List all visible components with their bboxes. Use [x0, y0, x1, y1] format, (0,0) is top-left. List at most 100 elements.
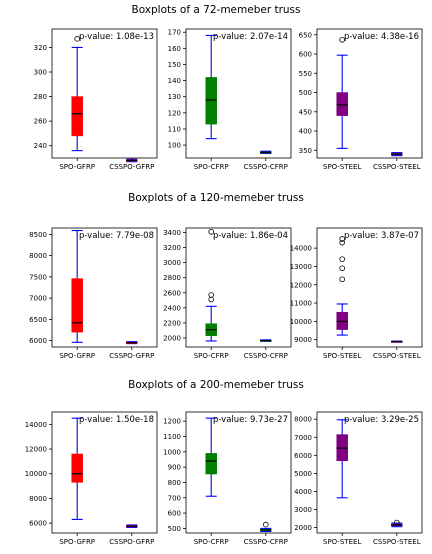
y-tick-label: 160	[168, 45, 181, 53]
p-value-label: p-value: 7.79e-08	[79, 231, 154, 241]
y-tick-label: 6000	[29, 337, 47, 345]
plot-frame	[185, 411, 292, 534]
y-tick-label: 1000	[163, 448, 181, 456]
outlier-point	[208, 228, 215, 235]
row-title-200: Boxplots of a 200-memeber truss	[128, 379, 304, 391]
x-tick-label: SPO-GFRP	[59, 538, 95, 546]
outlier-point	[339, 36, 346, 43]
y-tick-label: 3200	[163, 244, 181, 252]
x-tick-label: CSSPO-CFRP	[244, 163, 288, 171]
y-tick-label: 1100	[163, 433, 181, 441]
x-tick-label: SPO-CFRP	[194, 352, 229, 360]
y-tick-label: 120	[168, 109, 181, 117]
y-tick-label: 600	[168, 510, 181, 518]
y-tick-label: 3000	[163, 259, 181, 267]
y-tick-label: 800	[168, 479, 181, 487]
y-tick-label: 2600	[163, 289, 181, 297]
y-tick-label: 10000	[25, 470, 47, 478]
x-tick-label: CSSPO-STEEL	[373, 352, 421, 360]
x-tick-label: SPO-STEEL	[323, 163, 361, 171]
boxplot-panel: 6000 8000 10000 12000 14000 SPO-GFRP CSSPO-GFR…	[25, 411, 158, 546]
x-tick-label: CSSPO-STEEL	[373, 538, 421, 546]
p-value-label: p-value: 3.87e-07	[344, 231, 419, 241]
y-tick-label: 5000	[294, 470, 312, 478]
x-tick-label: SPO-GFRP	[59, 352, 95, 360]
y-tick-label: 110	[168, 125, 181, 133]
p-value-label: p-value: 3.29e-25	[344, 415, 419, 425]
boxplot-panel: 100 110 120 130 140 150 160 170 SPO-CFRP CSSPO-CF…	[168, 28, 292, 171]
y-tick-label: 450	[299, 108, 312, 116]
x-tick-label: CSSPO-CFRP	[244, 538, 288, 546]
y-tick-label: 7500	[29, 273, 47, 281]
boxplot-panel: 500 600 700 800 900 1000 1100 1200 SPO-CFRP CSSPO…	[163, 411, 292, 546]
y-tick-label: 3000	[294, 506, 312, 514]
outlier-point	[262, 521, 269, 528]
y-tick-label: 900	[168, 464, 181, 472]
y-tick-label: 240	[34, 142, 47, 150]
outlier-point	[339, 236, 346, 242]
plot-frame	[185, 28, 292, 159]
x-tick-label: SPO-STEEL	[323, 538, 361, 546]
boxplot-panel: 240 260 280 300 320 SPO-GFRP CSSPO-GFRP p-value…	[34, 28, 158, 171]
y-tick-label: 2800	[163, 274, 181, 282]
plot-frame	[51, 227, 158, 348]
y-tick-label: 500	[299, 89, 312, 97]
y-tick-label: 3400	[163, 229, 181, 237]
y-tick-label: 9000	[294, 336, 312, 344]
box-iqr	[71, 453, 83, 483]
y-tick-label: 600	[299, 51, 312, 59]
y-tick-label: 550	[299, 70, 312, 78]
y-tick-label: 2000	[294, 524, 312, 532]
boxplot-panel: 2000 3000 4000 5000 6000 7000 8000 SPO-STEEL CSS…	[294, 411, 423, 546]
y-tick-label: 280	[34, 93, 47, 101]
y-tick-label: 260	[34, 118, 47, 126]
y-tick-label: 2200	[163, 319, 181, 327]
y-tick-label: 400	[299, 128, 312, 136]
plot-frame	[51, 411, 158, 534]
x-tick-label: CSSPO-GFRP	[109, 352, 154, 360]
x-tick-label: CSSPO-GFRP	[109, 538, 154, 546]
plot-frame	[316, 28, 423, 159]
outlier-point	[208, 296, 215, 303]
p-value-label: p-value: 1.08e-13	[79, 32, 154, 42]
x-tick-label: CSSPO-CFRP	[244, 352, 288, 360]
y-tick-label: 14000	[290, 245, 312, 253]
boxplot-panel: 350 400 450 500 550 600 650 SPO-STEEL CSSPO-STEE…	[299, 28, 423, 171]
p-value-label: p-value: 1.50e-18	[79, 415, 154, 425]
y-tick-label: 700	[168, 494, 181, 502]
x-tick-label: SPO-GFRP	[59, 163, 95, 171]
y-tick-label: 10000	[290, 318, 312, 326]
y-tick-label: 6000	[29, 520, 47, 528]
boxplot-panel: 6000 6500 7000 7500 8000 8500 SPO-GFRP CSSPO-GF…	[29, 227, 158, 360]
y-tick-label: 100	[168, 142, 181, 150]
y-tick-label: 14000	[25, 421, 47, 429]
boxplot-panel: 2000 2200 2400 2600 2800 3000 3200 3400 SPO-CFRP…	[163, 227, 292, 360]
outlier-point	[208, 292, 215, 298]
p-value-label: p-value: 2.07e-14	[213, 32, 288, 42]
y-tick-label: 8000	[29, 252, 47, 260]
x-tick-label: CSSPO-STEEL	[373, 163, 421, 171]
y-tick-label: 4000	[294, 488, 312, 496]
x-tick-label: SPO-STEEL	[323, 352, 361, 360]
y-tick-label: 320	[34, 44, 47, 52]
y-tick-label: 1200	[163, 418, 181, 426]
y-tick-label: 7000	[294, 434, 312, 442]
y-tick-label: 500	[168, 525, 181, 533]
plot-frame	[316, 227, 423, 348]
y-tick-label: 8500	[29, 231, 47, 239]
box-iqr	[71, 96, 83, 137]
x-tick-label: SPO-CFRP	[194, 163, 229, 171]
box-iqr	[336, 92, 348, 116]
y-tick-label: 350	[299, 147, 312, 155]
row-title-120: Boxplots of a 120-memeber truss	[128, 192, 304, 204]
y-tick-label: 8000	[29, 495, 47, 503]
p-value-label: p-value: 4.38e-16	[344, 32, 419, 42]
y-tick-label: 6000	[294, 452, 312, 460]
y-tick-label: 140	[168, 77, 181, 85]
y-tick-label: 2000	[163, 334, 181, 342]
outlier-point	[74, 36, 80, 42]
y-tick-label: 130	[168, 93, 181, 101]
y-tick-label: 650	[299, 31, 312, 39]
